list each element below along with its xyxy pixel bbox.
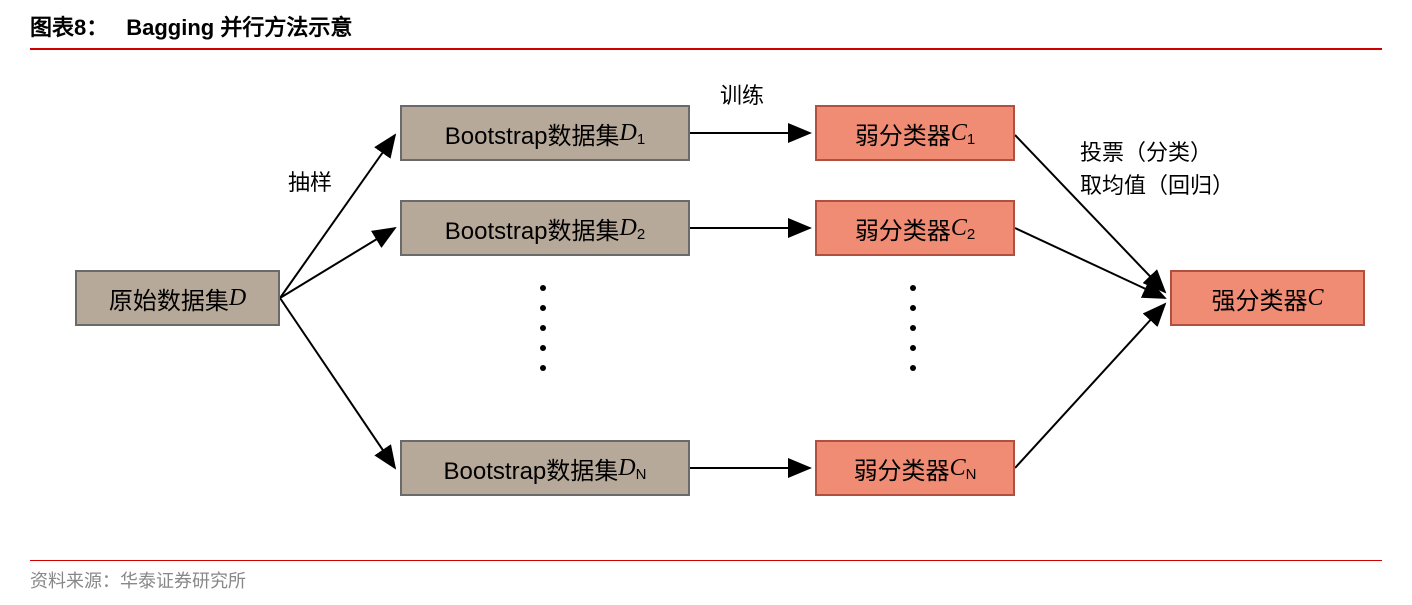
node-symbol: D <box>620 120 637 147</box>
node-symbol: D <box>620 215 637 242</box>
figure-title-text: Bagging 并行方法示意 <box>126 10 352 42</box>
arrow-7 <box>1015 228 1165 298</box>
node-text: Bootstrap数据集 <box>445 116 620 151</box>
label-vote1: 投票（分类） <box>1080 135 1212 167</box>
node-text: 原始数据集 <box>109 281 229 316</box>
node-bs2: Bootstrap数据集D2 <box>400 200 690 256</box>
arrow-1 <box>280 228 395 298</box>
source-footer: 资料来源：华泰证券研究所 <box>30 560 1382 593</box>
node-symbol: C <box>1307 285 1323 312</box>
node-text: 弱分类器 <box>855 211 951 246</box>
node-symbol: D <box>618 455 635 482</box>
node-subscript: 2 <box>637 226 645 243</box>
node-bs1: Bootstrap数据集D1 <box>400 105 690 161</box>
node-source: 原始数据集D <box>75 270 280 326</box>
node-symbol: C <box>950 455 966 482</box>
node-subscript: N <box>966 466 977 483</box>
node-wcN: 弱分类器CN <box>815 440 1015 496</box>
arrow-0 <box>280 135 395 298</box>
node-text: 弱分类器 <box>854 451 950 486</box>
bagging-diagram: 原始数据集DBootstrap数据集D1Bootstrap数据集D2Bootst… <box>30 50 1382 540</box>
label-vote2: 取均值（回归） <box>1080 168 1234 200</box>
node-symbol: C <box>951 215 967 242</box>
node-text: Bootstrap数据集 <box>444 451 619 486</box>
node-symbol: C <box>951 120 967 147</box>
node-symbol: D <box>229 285 246 312</box>
figure-title: 图表8： Bagging 并行方法示意 <box>30 10 1382 50</box>
node-subscript: 1 <box>637 131 645 148</box>
node-strong: 强分类器C <box>1170 270 1365 326</box>
node-text: 强分类器 <box>1211 281 1307 316</box>
arrow-2 <box>280 298 395 468</box>
node-subscript: N <box>636 466 647 483</box>
node-bsN: Bootstrap数据集DN <box>400 440 690 496</box>
ellipsis-1 <box>910 285 916 371</box>
figure-number: 图表8： <box>30 10 108 42</box>
node-wc1: 弱分类器C1 <box>815 105 1015 161</box>
source-text: 资料来源：华泰证券研究所 <box>30 571 246 591</box>
node-subscript: 2 <box>967 226 975 243</box>
node-wc2: 弱分类器C2 <box>815 200 1015 256</box>
ellipsis-0 <box>540 285 546 371</box>
node-subscript: 1 <box>967 131 975 148</box>
arrow-8 <box>1015 304 1165 468</box>
label-train: 训练 <box>720 78 764 110</box>
node-text: 弱分类器 <box>855 116 951 151</box>
node-text: Bootstrap数据集 <box>445 211 620 246</box>
label-sample: 抽样 <box>288 165 332 197</box>
